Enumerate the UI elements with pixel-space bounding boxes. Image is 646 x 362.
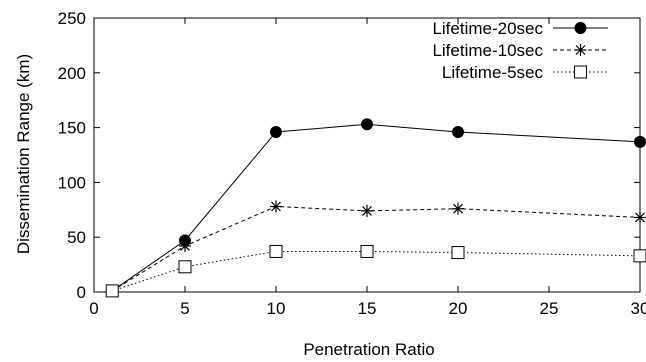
x-tick-label: 10 <box>267 299 286 318</box>
legend-marker <box>574 44 587 56</box>
legend: Lifetime-20sec Lifetime-10sec Lifetime-5se… <box>432 19 608 82</box>
data-point <box>633 249 646 263</box>
x-tick-label: 25 <box>540 299 559 318</box>
legend-item-3: Lifetime-5sec <box>442 63 608 82</box>
data-point <box>179 239 191 252</box>
legend-label: Lifetime-10sec <box>432 41 543 60</box>
data-point <box>269 244 283 258</box>
y-tick-label: 250 <box>58 9 86 28</box>
x-tick-label: 5 <box>180 299 189 318</box>
series <box>105 118 646 298</box>
data-point <box>105 284 119 298</box>
data-point <box>634 135 646 148</box>
data-point <box>361 204 373 217</box>
ticks: 0 5 10 15 20 25 30 0 50 100 150 200 250 <box>58 9 646 318</box>
legend-marker <box>574 65 587 79</box>
data-point <box>178 260 192 274</box>
y-tick-label: 100 <box>58 173 86 192</box>
series-2 <box>106 200 646 297</box>
x-tick-label: 0 <box>89 299 98 318</box>
y-tick-label: 200 <box>58 64 86 83</box>
y-tick-label: 50 <box>67 228 86 247</box>
data-point <box>451 246 465 260</box>
x-tick-label: 15 <box>358 299 377 318</box>
series-3 <box>105 244 646 298</box>
data-point <box>452 125 464 138</box>
y-tick-label: 0 <box>77 283 86 302</box>
legend-item-2: Lifetime-10sec <box>432 41 608 60</box>
series-line <box>112 250 641 292</box>
legend-item-1: Lifetime-20sec <box>432 19 608 38</box>
y-axis-label: Dissemination Range (km) <box>14 54 33 254</box>
legend-label: Lifetime-5sec <box>442 63 544 82</box>
data-point <box>361 118 373 131</box>
data-point <box>634 211 646 224</box>
series-line <box>111 123 641 292</box>
x-tick-label: 20 <box>449 299 468 318</box>
legend-label: Lifetime-20sec <box>432 19 543 38</box>
data-point <box>452 202 464 215</box>
y-tick-label: 150 <box>58 119 86 138</box>
legend-marker <box>574 22 587 34</box>
x-axis-label: Penetration Ratio <box>303 340 434 359</box>
data-point <box>360 244 374 258</box>
data-point <box>270 125 282 138</box>
data-point <box>270 200 282 213</box>
series-line <box>111 206 641 292</box>
x-tick-label: 30 <box>631 299 646 318</box>
